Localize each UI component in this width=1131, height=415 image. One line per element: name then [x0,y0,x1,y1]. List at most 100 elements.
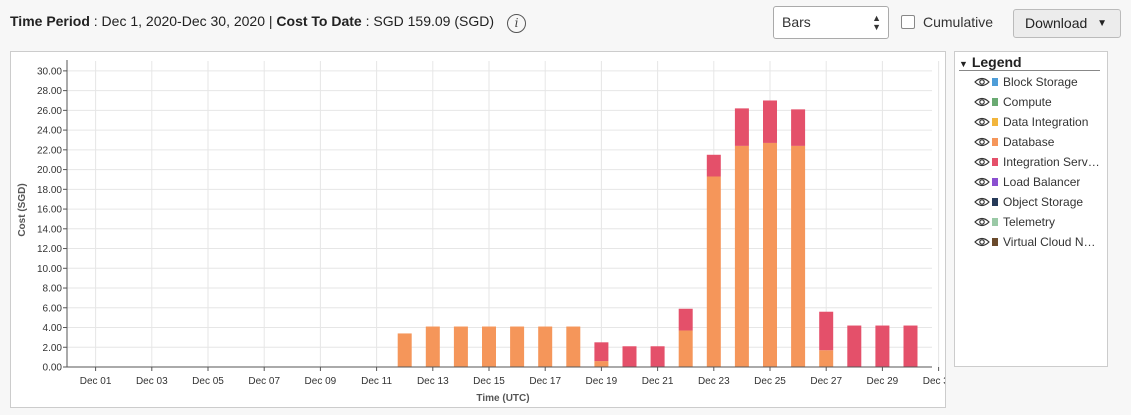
legend-label: Integration Serv… [1003,155,1100,169]
legend-swatch [992,198,998,206]
y-tick-label: 12.00 [37,244,62,255]
legend-swatch [992,118,998,126]
bar-segment [763,142,777,367]
bar-segment [706,176,721,367]
bar-segment [622,346,637,367]
chart-type-value: Bars [782,14,811,30]
y-tick-label: 6.00 [43,303,63,314]
x-tick-label: Dec 05 [192,376,224,387]
cost-label: Cost To Date [276,13,362,29]
bar-segment [538,326,553,367]
bar-segment [734,108,749,146]
y-tick-label: 28.00 [37,86,62,97]
period-value: : Dec 1, 2020-Dec 30, 2020 | [89,13,277,29]
x-tick-label: Dec 29 [867,376,899,387]
y-ticks: 0.00 2.00 4.00 6.00 8.00 10.00 12.00 14.00 16.00… [37,66,67,374]
y-tick-label: 4.00 [43,323,63,334]
eye-icon[interactable] [974,117,990,127]
bar-segment [903,325,918,367]
legend-title-text: Legend [971,54,1022,70]
x-tick-label: Dec 09 [305,376,337,387]
x-tick-label: Dec 07 [248,376,280,387]
cost-chart: 0.00 2.00 4.00 6.00 8.00 10.00 12.00 14.00 16.00… [17,60,955,404]
cumulative-checkbox[interactable] [901,15,915,29]
eye-icon[interactable] [974,137,990,147]
legend-label: Object Storage [1003,195,1084,209]
y-tick-label: 18.00 [37,185,62,196]
bar-segment [791,109,806,146]
legend-item[interactable]: Compute [974,94,1052,110]
bars [397,100,918,367]
y-tick-label: 8.00 [43,284,63,295]
chart-panel: 0.00 2.00 4.00 6.00 8.00 10.00 12.00 14.00 16.00… [10,51,955,408]
legend-caret-icon: ▼ [959,59,968,69]
eye-icon[interactable] [974,237,990,247]
eye-icon[interactable] [974,97,990,107]
y-tick-label: 16.00 [37,205,62,216]
eye-icon[interactable] [974,77,990,87]
x-tick-label: Dec 17 [529,376,561,387]
y-tick-label: 2.00 [43,343,63,354]
eye-icon[interactable] [974,177,990,187]
bar-segment [566,326,581,367]
x-tick-label: Dec 11 [361,376,392,387]
legend-label: Database [1003,135,1055,149]
bar-segment [650,346,665,367]
info-icon[interactable]: i [507,14,526,33]
bar-segment [453,326,468,367]
eye-icon[interactable] [974,157,990,167]
period-label: Time Period [10,13,90,29]
download-label: Download [1025,15,1088,31]
bar-segment [510,326,525,367]
legend-item[interactable]: Block Storage [974,74,1078,90]
legend-swatch [992,138,998,146]
legend-item[interactable]: Integration Serv… [974,154,1100,170]
x-tick-label: Dec 03 [136,376,168,387]
download-button[interactable]: Download ▼ [1013,9,1121,38]
bar-segment [594,361,609,367]
legend-swatch [992,238,998,246]
x-tick-label: Dec 25 [754,376,786,387]
legend-item[interactable]: Load Balancer [974,174,1080,190]
caret-down-icon: ▼ [1097,18,1107,29]
bar-segment [678,330,693,367]
cost-value: : SGD 159.09 (SGD) [361,13,495,29]
legend-swatch [992,218,998,226]
y-axis-title: Cost (SGD) [17,183,28,236]
y-tick-label: 10.00 [37,264,62,275]
eye-icon[interactable] [974,197,990,207]
x-tick-label: Dec 15 [473,376,505,387]
legend-title[interactable]: ▼ Legend [959,54,1100,71]
legend-swatch [992,98,998,106]
bar-segment [594,342,609,362]
y-tick-label: 22.00 [37,145,62,156]
bar-segment [819,350,834,367]
eye-icon[interactable] [974,217,990,227]
bar-segment [706,154,721,177]
legend-item[interactable]: Virtual Cloud N… [974,234,1095,250]
legend-item[interactable]: Data Integration [974,114,1088,130]
y-tick-label: 0.00 [43,363,63,374]
legend-item[interactable]: Database [974,134,1054,150]
legend-label: Telemetry [1003,215,1056,229]
x-tick-label: Dec 31 [923,376,945,387]
x-ticks: Dec 01 Dec 03 Dec 05 Dec 07 Dec 09 Dec 11 Dec … [80,367,955,387]
y-tick-label: 24.00 [37,126,62,137]
legend-swatch [992,78,998,86]
legend-swatch [992,158,998,166]
cumulative-label[interactable]: Cumulative [923,14,994,30]
legend-item[interactable]: Object Storage [974,194,1083,210]
bar-segment [397,333,412,367]
bar-segment [425,326,440,367]
chart-type-select[interactable]: Bars ▲ ▼ [773,6,889,39]
legend-item[interactable]: Telemetry [974,214,1055,230]
x-axis-title: Time (UTC) [476,393,529,404]
grid [67,61,940,367]
x-tick-label: Dec 27 [810,376,842,387]
legend-label: Block Storage [1003,75,1078,89]
bar-segment [819,311,834,351]
bar-segment [482,326,496,367]
y-tick-label: 14.00 [37,224,62,235]
legend-label: Compute [1003,95,1052,109]
x-tick-label: Dec 23 [698,376,730,387]
